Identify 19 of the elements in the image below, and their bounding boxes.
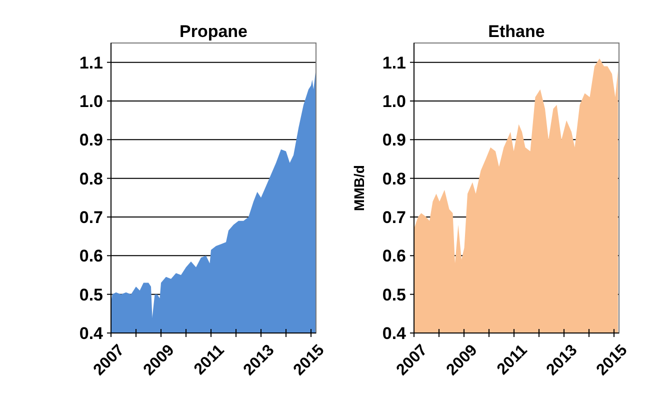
y-axis-title: MMB/d bbox=[351, 165, 367, 211]
y-tick-label: 0.4 bbox=[79, 324, 104, 343]
y-tick-label: 1.1 bbox=[79, 53, 103, 72]
y-tick-label: 0.7 bbox=[382, 208, 406, 227]
y-tick-label: 0.4 bbox=[382, 324, 407, 343]
y-tick-label: 0.6 bbox=[382, 246, 406, 266]
y-tick-label: 0.8 bbox=[79, 169, 103, 188]
y-tick-label: 0.7 bbox=[79, 208, 103, 227]
chart-title: Propane bbox=[179, 22, 248, 41]
y-tick-label: 1.1 bbox=[382, 53, 406, 72]
y-tick-label: 0.9 bbox=[79, 130, 103, 150]
y-tick-label: 0.8 bbox=[382, 169, 406, 188]
y-tick-label: 0.5 bbox=[382, 285, 406, 304]
y-tick-label: 0.9 bbox=[382, 130, 406, 150]
y-tick-label: 1.0 bbox=[79, 92, 103, 111]
y-tick-label: 1.0 bbox=[382, 92, 406, 111]
y-tick-label: 0.5 bbox=[79, 285, 103, 304]
y-tick-label: 0.6 bbox=[79, 246, 103, 266]
chart-title: Ethane bbox=[488, 22, 545, 41]
